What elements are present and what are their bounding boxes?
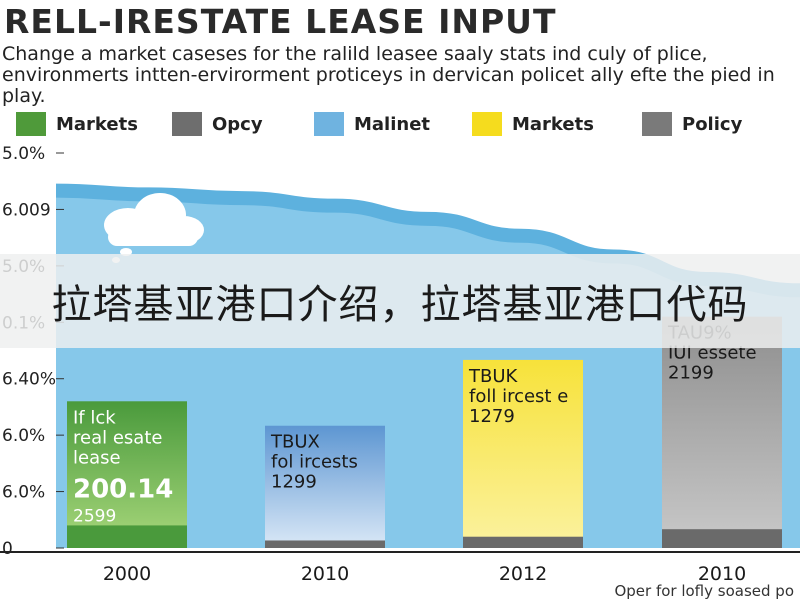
y-tick-label: 6.40% — [2, 370, 56, 390]
y-tick-label: 5.0% — [2, 144, 45, 164]
legend-item: Malinet — [314, 110, 430, 138]
legend-item: Policy — [642, 110, 742, 138]
bar-label: 1299 — [271, 472, 317, 493]
x-axis-labels: 2000 2010 2012 2010 — [103, 563, 746, 585]
bar-base — [67, 525, 187, 548]
bar-label: lease — [73, 447, 121, 468]
legend-swatch — [642, 112, 672, 136]
banner-text: 拉塔基亚港口介绍，拉塔基亚港口代码 — [51, 282, 749, 328]
x-tick-label: 2010 — [301, 563, 349, 585]
bar-label: foll ircest e — [469, 386, 568, 407]
bar-label: TBUK — [468, 366, 519, 387]
x-tick-label: 2012 — [499, 563, 547, 585]
legend-swatch — [172, 112, 202, 136]
bar — [463, 359, 583, 548]
bar — [67, 401, 187, 548]
bar-label: fol ircests — [271, 452, 358, 473]
bar-label: TBUX — [270, 432, 320, 453]
chart-title: RELL-IRESTATE LEASE INPUT — [4, 2, 557, 41]
bar-label: 1279 — [469, 406, 515, 427]
overlay-banner: 拉塔基亚港口介绍，拉塔基亚港口代码 — [0, 254, 800, 348]
legend-label: Policy — [682, 113, 743, 135]
legend-swatch — [472, 112, 502, 136]
y-tick-label: 6.0% — [2, 426, 45, 446]
bar — [265, 425, 385, 548]
legend-item: Opcy — [172, 110, 263, 138]
legend-item: Markets — [472, 110, 594, 138]
y-tick-label: 0 — [2, 539, 13, 559]
bar-label: real esate — [73, 427, 162, 448]
legend: Markets Opcy Malinet Markets Policy — [0, 110, 800, 138]
bar — [662, 316, 782, 548]
bar-base — [265, 540, 385, 548]
bar-label: If lck — [73, 407, 116, 428]
bar-base — [463, 536, 583, 548]
legend-label: Malinet — [354, 113, 431, 135]
y-tick-label: 6.009 — [2, 200, 51, 220]
footnote: Oper for lofly soased po — [614, 582, 794, 600]
legend-swatch — [314, 112, 344, 136]
chart-subtitle: Change a market caseses for the ralild l… — [2, 43, 775, 107]
bar-label: 2199 — [668, 363, 714, 384]
bar-sub-label: 2599 — [73, 506, 116, 526]
legend-label: Markets — [512, 113, 594, 135]
x-tick-label: 2000 — [103, 563, 151, 585]
legend-item: Markets — [16, 110, 138, 138]
y-tick-label: 6.0% — [2, 483, 45, 503]
legend-swatch — [16, 112, 46, 136]
legend-label: Markets — [56, 113, 138, 135]
bar-value-label: 200.14 — [73, 474, 173, 504]
legend-label: Opcy — [212, 113, 263, 135]
x-tick-label: 2010 — [698, 563, 746, 585]
bar-base — [662, 529, 782, 548]
